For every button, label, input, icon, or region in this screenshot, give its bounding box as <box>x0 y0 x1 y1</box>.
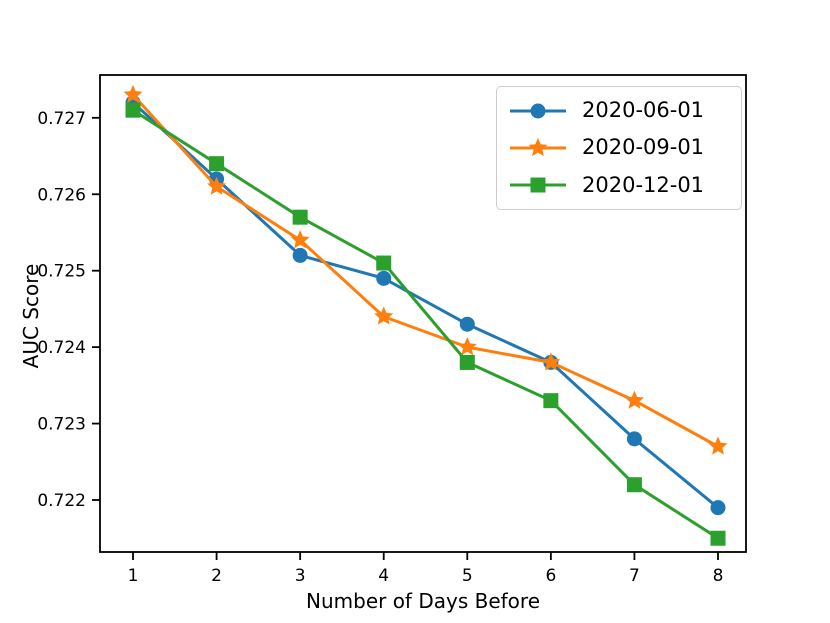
series-line <box>131 101 719 509</box>
marker-square <box>209 156 225 172</box>
legend-swatch-star-icon <box>510 137 566 157</box>
marker-square <box>530 177 546 193</box>
series-line <box>131 93 719 448</box>
x-tick-label: 1 <box>128 566 139 586</box>
x-axis-label: Number of Days Before <box>306 589 540 613</box>
marker-star <box>541 352 561 371</box>
legend-swatch-circle-icon <box>510 103 566 119</box>
x-tick-label: 7 <box>629 566 640 586</box>
y-axis-label: AUC Score <box>19 263 43 369</box>
series-line <box>132 108 719 540</box>
y-tick-label: 0.723 <box>37 415 86 435</box>
marker-star <box>290 230 310 249</box>
marker-circle <box>459 316 475 332</box>
marker-square <box>459 354 475 370</box>
marker-star <box>708 436 728 455</box>
marker-circle <box>626 431 642 447</box>
marker-circle <box>292 247 308 263</box>
legend-label: 2020-09-01 <box>582 135 705 160</box>
marker-square <box>710 530 726 546</box>
marker-star <box>457 337 477 356</box>
marker-circle <box>710 500 726 516</box>
plot-frame <box>99 74 747 553</box>
marker-circle <box>530 103 546 119</box>
y-tick-label: 0.726 <box>37 185 86 205</box>
y-tick-label: 0.724 <box>37 338 86 358</box>
y-tick-label: 0.727 <box>37 109 86 129</box>
x-tick-label: 8 <box>713 566 724 586</box>
marker-square <box>543 393 559 409</box>
marker-star <box>123 84 143 103</box>
x-tick-label: 6 <box>545 566 556 586</box>
marker-square <box>626 477 642 493</box>
y-tick-label: 0.722 <box>37 491 86 511</box>
marker-square <box>125 102 141 118</box>
marker-square <box>292 209 308 225</box>
legend-label: 2020-06-01 <box>582 98 705 123</box>
x-tick-label: 4 <box>378 566 389 586</box>
legend-label: 2020-12-01 <box>582 172 705 197</box>
series-2020-12-01 <box>125 102 726 546</box>
marker-circle <box>376 270 392 286</box>
x-tick-label: 5 <box>462 566 473 586</box>
y-tick-label: 0.725 <box>37 262 86 282</box>
legend: 2020-06-01 2020-09-01 2020-12-01 <box>496 86 742 210</box>
marker-star <box>207 176 227 195</box>
marker-star <box>624 390 644 409</box>
legend-item-2020-09-01: 2020-09-01 <box>507 133 731 163</box>
legend-item-2020-12-01: 2020-12-01 <box>507 170 731 200</box>
marker-square <box>376 255 392 271</box>
marker-star <box>528 137 548 157</box>
legend-item-2020-06-01: 2020-06-01 <box>507 96 731 126</box>
legend-swatch-square-icon <box>510 177 566 193</box>
series-2020-09-01 <box>123 84 728 455</box>
marker-star <box>374 306 394 325</box>
x-tick-label: 3 <box>295 566 306 586</box>
x-tick-label: 2 <box>211 566 222 586</box>
